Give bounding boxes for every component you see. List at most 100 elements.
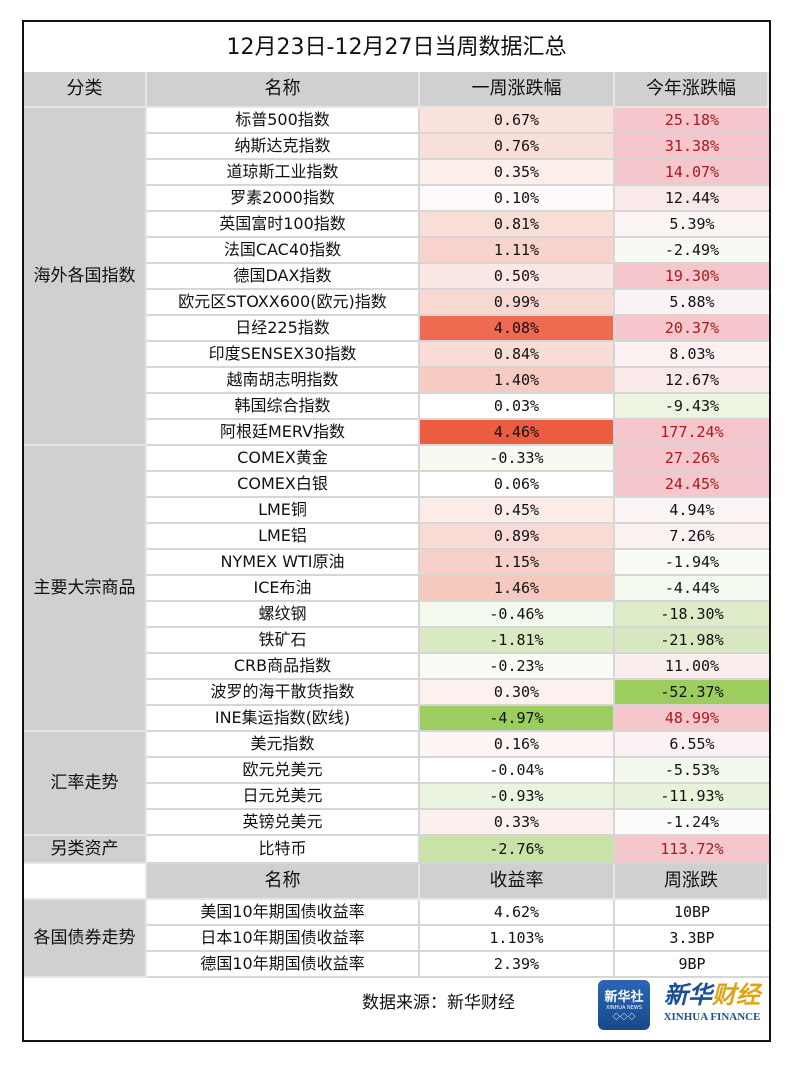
table-row: 印度SENSEX30指数 0.84% 8.03%	[24, 342, 769, 368]
finance-logo-en: XINHUA FINANCE	[663, 1011, 761, 1023]
week-change-value: 0.50%	[420, 264, 615, 290]
instrument-name: 英国富时100指数	[147, 212, 420, 238]
bond-row: 日本10年期国债收益率 1.103% 3.3BP	[24, 926, 769, 952]
instrument-name: 法国CAC40指数	[147, 238, 420, 264]
week-change-value: -0.46%	[420, 602, 615, 628]
xinhua-news-logo: 新华社 XINHUA NEWS ◇◇◇	[598, 980, 650, 1030]
bond-weekly-change: 10BP	[615, 900, 769, 926]
xinhua-news-logo-text: 新华社	[604, 990, 644, 1005]
ytd-change-value: -52.37%	[615, 680, 769, 706]
table-row: 阿根廷MERV指数 4.46% 177.24%	[24, 420, 769, 446]
table-row: 韩国综合指数 0.03% -9.43%	[24, 394, 769, 420]
category-cell: 主要大宗商品	[24, 446, 147, 732]
week-change-value: 1.40%	[420, 368, 615, 394]
ytd-change-value: 31.38%	[615, 134, 769, 160]
instrument-name: 欧元区STOXX600(欧元)指数	[147, 290, 420, 316]
bond-header-yield: 收益率	[420, 864, 615, 900]
table-row: 欧元兑美元 -0.04% -5.53%	[24, 758, 769, 784]
instrument-name: 越南胡志明指数	[147, 368, 420, 394]
table-row: LME铝 0.89% 7.26%	[24, 524, 769, 550]
week-change-value: -4.97%	[420, 706, 615, 732]
ytd-change-value: 113.72%	[615, 836, 769, 864]
instrument-name: CRB商品指数	[147, 654, 420, 680]
week-change-value: -0.23%	[420, 654, 615, 680]
instrument-name: 韩国综合指数	[147, 394, 420, 420]
instrument-name: 德国DAX指数	[147, 264, 420, 290]
table-row: 道琼斯工业指数 0.35% 14.07%	[24, 160, 769, 186]
week-change-value: 0.06%	[420, 472, 615, 498]
header-ytd-change: 今年涨跌幅	[615, 72, 769, 108]
instrument-name: 铁矿石	[147, 628, 420, 654]
table-row: 罗素2000指数 0.10% 12.44%	[24, 186, 769, 212]
instrument-name: ICE布油	[147, 576, 420, 602]
instrument-name: COMEX黄金	[147, 446, 420, 472]
table-row: 波罗的海干散货指数 0.30% -52.37%	[24, 680, 769, 706]
data-source: 数据来源：新华财经	[362, 993, 515, 1013]
instrument-name: 比特币	[147, 836, 420, 864]
bond-name: 德国10年期国债收益率	[147, 952, 420, 978]
table-row: 英镑兑美元 0.33% -1.24%	[24, 810, 769, 836]
ytd-change-value: 8.03%	[615, 342, 769, 368]
table-row: 英国富时100指数 0.81% 5.39%	[24, 212, 769, 238]
instrument-name: 日经225指数	[147, 316, 420, 342]
category-cell: 另类资产	[24, 836, 147, 864]
week-change-value: 0.84%	[420, 342, 615, 368]
instrument-name: 螺纹钢	[147, 602, 420, 628]
network-globe-icon: ◇◇◇	[612, 1011, 636, 1022]
bond-category-cell: 各国债券走势	[24, 900, 147, 978]
bond-yield: 4.62%	[420, 900, 615, 926]
table-row: 法国CAC40指数 1.11% -2.49%	[24, 238, 769, 264]
instrument-name: LME铝	[147, 524, 420, 550]
ytd-change-value: 5.39%	[615, 212, 769, 238]
finance-logo-cn-2: 财经	[712, 980, 760, 1009]
bond-row: 德国10年期国债收益率 2.39% 9BP	[24, 952, 769, 978]
table-row: 越南胡志明指数 1.40% 12.67%	[24, 368, 769, 394]
finance-logo-cn-1: 新华	[664, 980, 712, 1009]
instrument-name: LME铜	[147, 498, 420, 524]
category-cell: 汇率走势	[24, 732, 147, 836]
ytd-change-value: 20.37%	[615, 316, 769, 342]
week-change-value: 0.16%	[420, 732, 615, 758]
instrument-name: 标普500指数	[147, 108, 420, 134]
bond-header-blank	[24, 864, 147, 900]
bond-table-header: 名称 收益率 周涨跌	[24, 864, 769, 900]
table-row: 纳斯达克指数 0.76% 31.38%	[24, 134, 769, 160]
instrument-name: 印度SENSEX30指数	[147, 342, 420, 368]
table-row: 螺纹钢 -0.46% -18.30%	[24, 602, 769, 628]
week-change-value: 1.46%	[420, 576, 615, 602]
table-row: 另类资产 比特币 -2.76% 113.72%	[24, 836, 769, 864]
week-change-value: 0.99%	[420, 290, 615, 316]
instrument-name: NYMEX WTI原油	[147, 550, 420, 576]
ytd-change-value: -1.94%	[615, 550, 769, 576]
instrument-name: 纳斯达克指数	[147, 134, 420, 160]
week-change-value: 1.15%	[420, 550, 615, 576]
instrument-name: 欧元兑美元	[147, 758, 420, 784]
xinhua-finance-logo: 新华财经 XINHUA FINANCE	[656, 980, 768, 1030]
ytd-change-value: 14.07%	[615, 160, 769, 186]
week-change-value: 0.30%	[420, 680, 615, 706]
instrument-name: 波罗的海干散货指数	[147, 680, 420, 706]
instrument-name: COMEX白银	[147, 472, 420, 498]
table-row: CRB商品指数 -0.23% 11.00%	[24, 654, 769, 680]
bond-yield: 1.103%	[420, 926, 615, 952]
table-row: 日经225指数 4.08% 20.37%	[24, 316, 769, 342]
bond-name: 美国10年期国债收益率	[147, 900, 420, 926]
ytd-change-value: -5.53%	[615, 758, 769, 784]
week-change-value: 0.45%	[420, 498, 615, 524]
ytd-change-value: -9.43%	[615, 394, 769, 420]
instrument-name: 罗素2000指数	[147, 186, 420, 212]
header-category: 分类	[24, 72, 147, 108]
xinhua-news-logo-en: XINHUA NEWS	[605, 1005, 643, 1011]
week-change-value: -0.04%	[420, 758, 615, 784]
bond-header-weekly: 周涨跌	[615, 864, 769, 900]
week-change-value: 4.46%	[420, 420, 615, 446]
week-change-value: -2.76%	[420, 836, 615, 864]
ytd-change-value: 19.30%	[615, 264, 769, 290]
bond-weekly-change: 9BP	[615, 952, 769, 978]
week-change-value: -0.33%	[420, 446, 615, 472]
page-title: 12月23日-12月27日当周数据汇总	[226, 35, 567, 60]
bond-row: 各国债券走势 美国10年期国债收益率 4.62% 10BP	[24, 900, 769, 978]
header-week-change: 一周涨跌幅	[420, 72, 615, 108]
table-row: LME铜 0.45% 4.94%	[24, 498, 769, 524]
summary-table-frame: 12月23日-12月27日当周数据汇总 分类 名称 一周涨跌幅 今年涨跌幅 海外…	[22, 20, 771, 1042]
